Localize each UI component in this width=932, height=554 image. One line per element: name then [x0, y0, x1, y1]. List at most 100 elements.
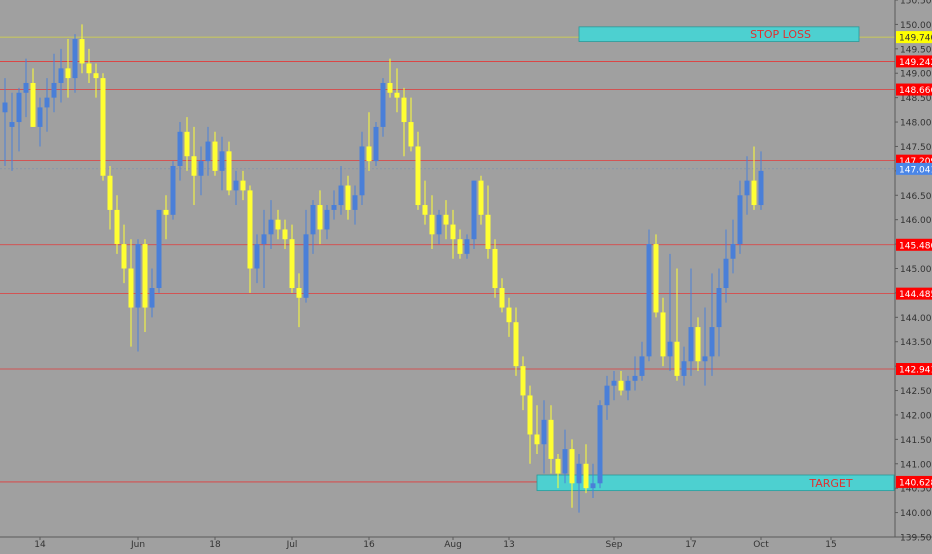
y-tick-label: 142.000 — [900, 411, 932, 421]
candle-body — [100, 78, 106, 176]
candle-body — [268, 219, 274, 235]
candle-body — [695, 327, 701, 362]
level-price-label-bg — [896, 363, 932, 376]
x-tick-label: Aug — [444, 540, 462, 550]
candle-body — [751, 180, 757, 206]
zone-rect — [536, 474, 895, 492]
y-tick-label: 141.500 — [900, 436, 932, 446]
candle-body — [674, 341, 680, 376]
candle-body — [562, 449, 568, 474]
y-tick-label: 140.500 — [900, 485, 932, 495]
candle-body — [450, 224, 456, 240]
x-tick-label: 18 — [209, 540, 221, 550]
candle-body — [555, 458, 561, 474]
candle-body — [541, 419, 547, 445]
x-tick-label: Sep — [606, 540, 623, 550]
x-tick-label: 15 — [825, 540, 836, 550]
candle-body — [317, 205, 323, 230]
zone-label: TARGET — [808, 477, 853, 490]
candle-body — [723, 258, 729, 289]
candle-body — [625, 380, 631, 391]
y-tick-label: 142.500 — [900, 387, 932, 397]
x-tick-label: Oct — [753, 540, 769, 550]
candle-body — [282, 229, 288, 240]
candle-body — [394, 92, 400, 98]
candle-body — [660, 312, 666, 357]
candle-body — [366, 146, 372, 162]
candle-body — [492, 248, 498, 289]
y-tick-label: 146.000 — [900, 216, 932, 226]
candle-body — [590, 483, 596, 489]
y-tick-label: 147.500 — [900, 143, 932, 153]
candle-body — [310, 205, 316, 235]
candles-layer — [2, 24, 764, 513]
level-price-label-bg — [896, 287, 932, 300]
candle-body — [142, 244, 148, 308]
candle-body — [499, 288, 505, 308]
candle-body — [191, 156, 197, 176]
y-tick-label: 148.000 — [900, 119, 932, 129]
candle-body — [457, 239, 463, 254]
candle-body — [373, 126, 379, 162]
candle-body — [569, 449, 575, 484]
candle-body — [135, 244, 141, 308]
candle-body — [170, 165, 176, 215]
y-tick-label: 140.000 — [900, 509, 932, 519]
candle-body — [471, 180, 477, 240]
candle-body — [527, 395, 533, 435]
candle-body — [58, 68, 64, 83]
candle-body — [422, 205, 428, 215]
candle-body — [296, 288, 302, 298]
candle-body — [513, 322, 519, 367]
candle-body — [737, 195, 743, 245]
candle-body — [247, 190, 253, 269]
candle-body — [177, 131, 183, 166]
y-tick-label: 143.500 — [900, 338, 932, 348]
candle-body — [240, 180, 246, 191]
candle-body — [345, 185, 351, 210]
price-labels-layer: 149.242 148.666 147.209 145.486 144.485 142.9… — [896, 31, 932, 488]
candle-body — [478, 180, 484, 215]
candle-body — [485, 214, 491, 249]
candle-body — [604, 385, 610, 406]
x-tick-label: 16 — [363, 540, 375, 550]
y-tick-label: 148.500 — [900, 94, 932, 104]
candle-body — [744, 180, 750, 196]
candle-body — [415, 146, 421, 206]
y-tick-label: 149.000 — [900, 70, 932, 80]
candle-body — [716, 288, 722, 328]
candle-body — [149, 288, 155, 308]
candle-body — [548, 419, 554, 459]
candle-body — [709, 327, 715, 357]
level-price-label: 140.628 — [899, 478, 932, 488]
candle-body — [331, 205, 337, 210]
candle-body — [303, 234, 309, 298]
candle-body — [23, 82, 29, 93]
candle-body — [289, 239, 295, 289]
candle-body — [681, 361, 687, 376]
candle-body — [86, 63, 92, 74]
candle-body — [646, 244, 652, 357]
candle-body — [639, 356, 645, 376]
candle-body — [219, 151, 225, 171]
candle-body — [632, 375, 638, 381]
y-tick-label: 141.000 — [900, 460, 932, 470]
candle-body — [37, 107, 43, 127]
level-price-label: 142.941 — [899, 366, 932, 376]
level-price-label-bg — [896, 475, 932, 488]
candle-body — [128, 268, 134, 308]
candle-body — [198, 161, 204, 176]
candle-body — [184, 131, 190, 157]
candle-body — [583, 463, 589, 489]
candle-body — [667, 341, 673, 357]
level-price-label: 149.242 — [899, 58, 932, 68]
y-tick-label: 144.000 — [900, 314, 932, 324]
candle-body — [597, 405, 603, 484]
candle-body — [163, 209, 169, 215]
candle-body — [212, 141, 218, 171]
x-tick-label: 14 — [34, 540, 46, 550]
y-tick-label: 146.500 — [900, 192, 932, 202]
candle-body — [121, 244, 127, 269]
